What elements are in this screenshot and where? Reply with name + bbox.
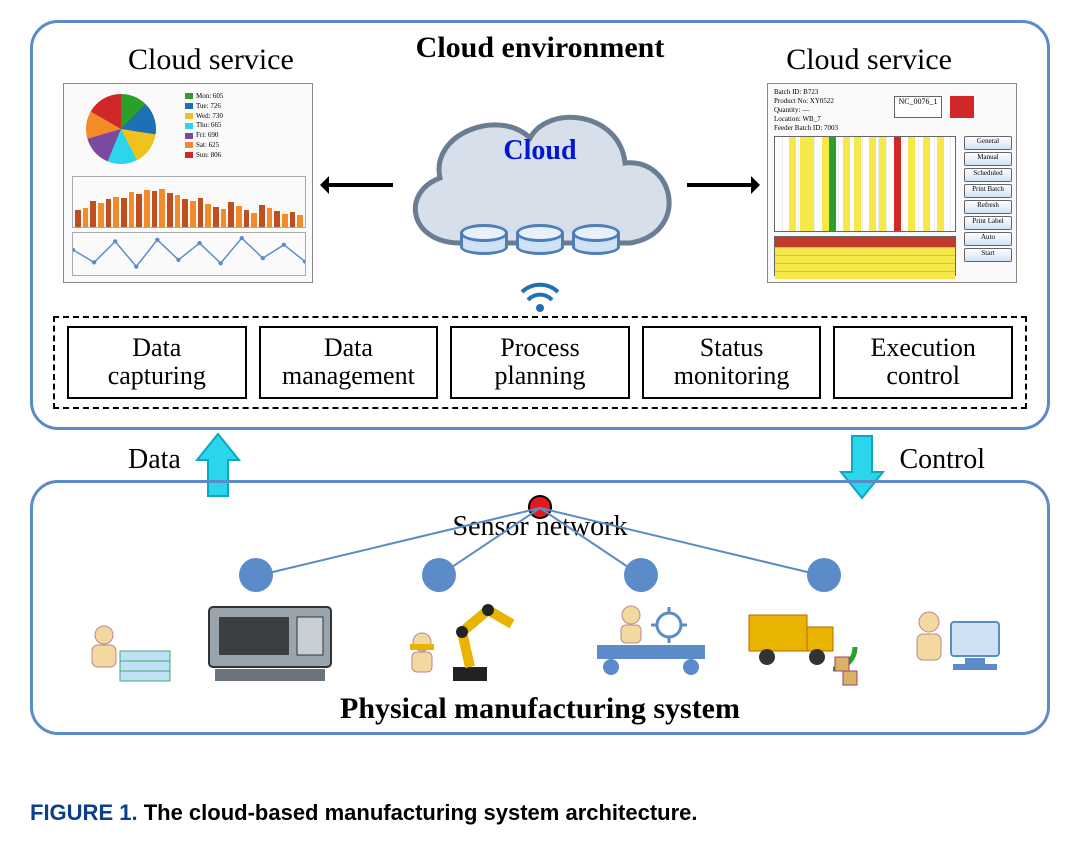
dashboard-button: Refresh	[964, 200, 1012, 214]
dashboard-button: Print Batch	[964, 184, 1012, 198]
cloud-node: Cloud	[390, 73, 690, 283]
database-icon	[572, 227, 620, 255]
arrow-cloud-to-right	[687, 183, 757, 187]
batch-chip: NC_0076_1	[894, 96, 942, 118]
pie-legend: Mon: 605Tue: 726Wed: 730Thu: 665Fri: 690…	[174, 92, 223, 161]
table-row	[775, 247, 955, 255]
gantt-chart	[774, 136, 956, 232]
database-icon	[460, 227, 508, 255]
scheduling-dashboard-right: Batch ID: B723 Product No: XY0522 Quanti…	[767, 83, 1017, 283]
wifi-icon	[519, 278, 561, 314]
arrow-cloud-to-left	[323, 183, 393, 187]
cloud-environment-panel: Cloud environment Cloud service Cloud se…	[30, 20, 1050, 430]
sensor-node	[624, 558, 658, 592]
dashboard-button: Auto	[964, 232, 1012, 246]
sensor-network-label: Sensor network	[453, 511, 628, 543]
legend-item: Tue: 726	[174, 102, 223, 112]
cloud-service-right-label: Cloud service	[786, 43, 952, 77]
station-logistics	[743, 597, 863, 690]
table-row	[775, 271, 955, 279]
station-robot	[408, 592, 528, 690]
legend-item: Sat: 625	[174, 141, 223, 151]
service-box-0: Datacapturing	[67, 326, 247, 399]
dashboard-button: Start	[964, 248, 1012, 262]
line-chart	[72, 232, 306, 276]
dashboard-button: Scheduled	[964, 168, 1012, 182]
sensor-node	[422, 558, 456, 592]
dashboard-button: General	[964, 136, 1012, 150]
table-row	[775, 263, 955, 271]
dashboard-button: Print Label	[964, 216, 1012, 230]
station-cnc	[205, 597, 335, 690]
cloud-service-left-label: Cloud service	[128, 43, 294, 77]
alert-chip	[950, 96, 974, 118]
service-box-1: Datamanagement	[259, 326, 439, 399]
cloud-label: Cloud	[503, 135, 576, 167]
station-assembly	[591, 597, 711, 690]
physical-system-panel: Sensor network Physical manufacturing sy…	[30, 480, 1050, 735]
legend-item: Fri: 690	[174, 131, 223, 141]
table-row	[775, 255, 955, 263]
line-series	[73, 238, 305, 267]
database-icon	[516, 227, 564, 255]
figure-caption-text: The cloud-based manufacturing system arc…	[144, 800, 698, 825]
data-flow-label: Data	[128, 444, 181, 476]
analytics-dashboard-left: Mon: 605Tue: 726Wed: 730Thu: 665Fri: 690…	[63, 83, 313, 283]
figure-number: FIGURE 1.	[30, 800, 138, 825]
sensor-node	[239, 558, 273, 592]
bar-chart	[72, 176, 306, 228]
control-flow-label: Control	[899, 444, 985, 476]
cloud-env-title: Cloud environment	[416, 31, 665, 65]
legend-item: Wed: 730	[174, 112, 223, 122]
dashboard-header-fields: Batch ID: B723 Product No: XY0522 Quanti…	[774, 88, 838, 133]
figure-caption: FIGURE 1. The cloud-based manufacturing …	[30, 800, 698, 826]
header-kv: Batch ID: B723 Product No: XY0522 Quanti…	[774, 88, 838, 133]
dashboard-table	[774, 236, 956, 276]
service-box-4: Executioncontrol	[833, 326, 1013, 399]
legend-item: Sun: 806	[174, 151, 223, 161]
station-operator	[905, 602, 1005, 690]
dashboard-button: Manual	[964, 152, 1012, 166]
service-box-3: Statusmonitoring	[642, 326, 822, 399]
physical-system-title: Physical manufacturing system	[340, 692, 740, 726]
sensor-node	[807, 558, 841, 592]
pie-chart	[86, 94, 156, 164]
cloud-services-row: DatacapturingDatamanagementProcessplanni…	[53, 316, 1027, 409]
legend-item: Mon: 605	[174, 92, 223, 102]
table-header	[775, 237, 955, 247]
legend-item: Thu: 665	[174, 121, 223, 131]
station-design	[84, 617, 174, 690]
service-box-2: Processplanning	[450, 326, 630, 399]
